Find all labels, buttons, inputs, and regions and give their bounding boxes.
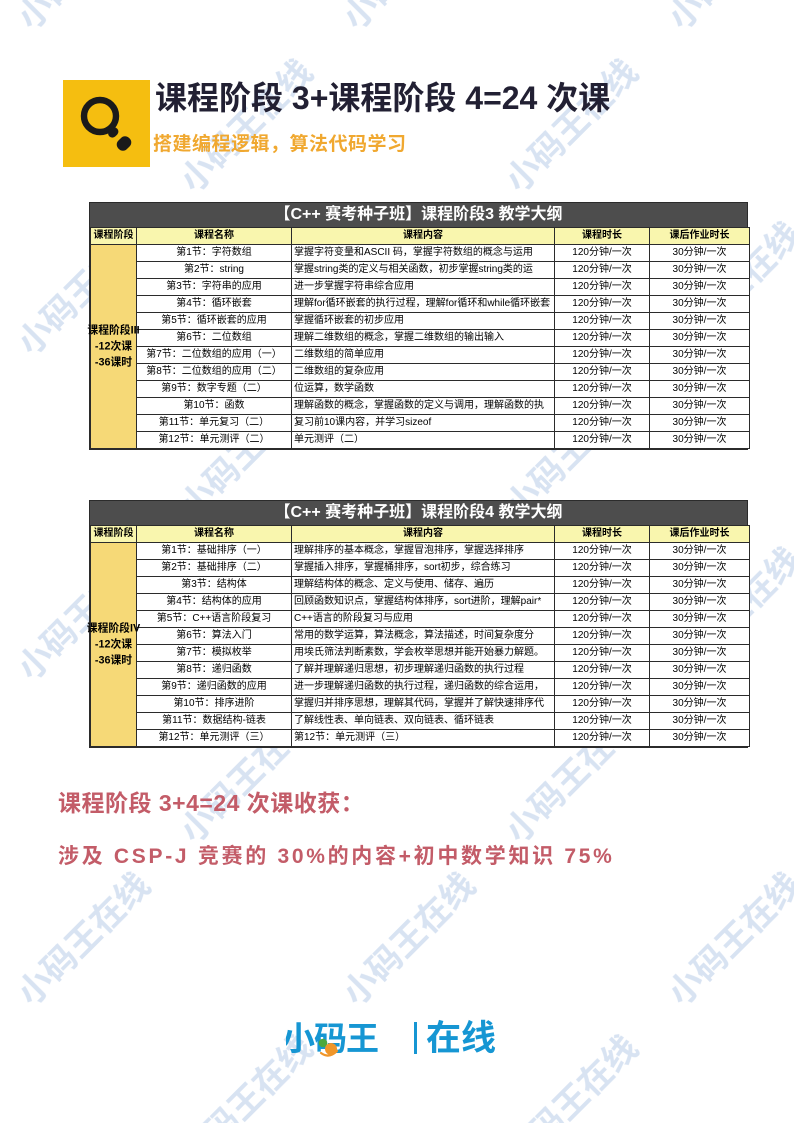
svg-text:在线: 在线 (426, 1019, 496, 1058)
